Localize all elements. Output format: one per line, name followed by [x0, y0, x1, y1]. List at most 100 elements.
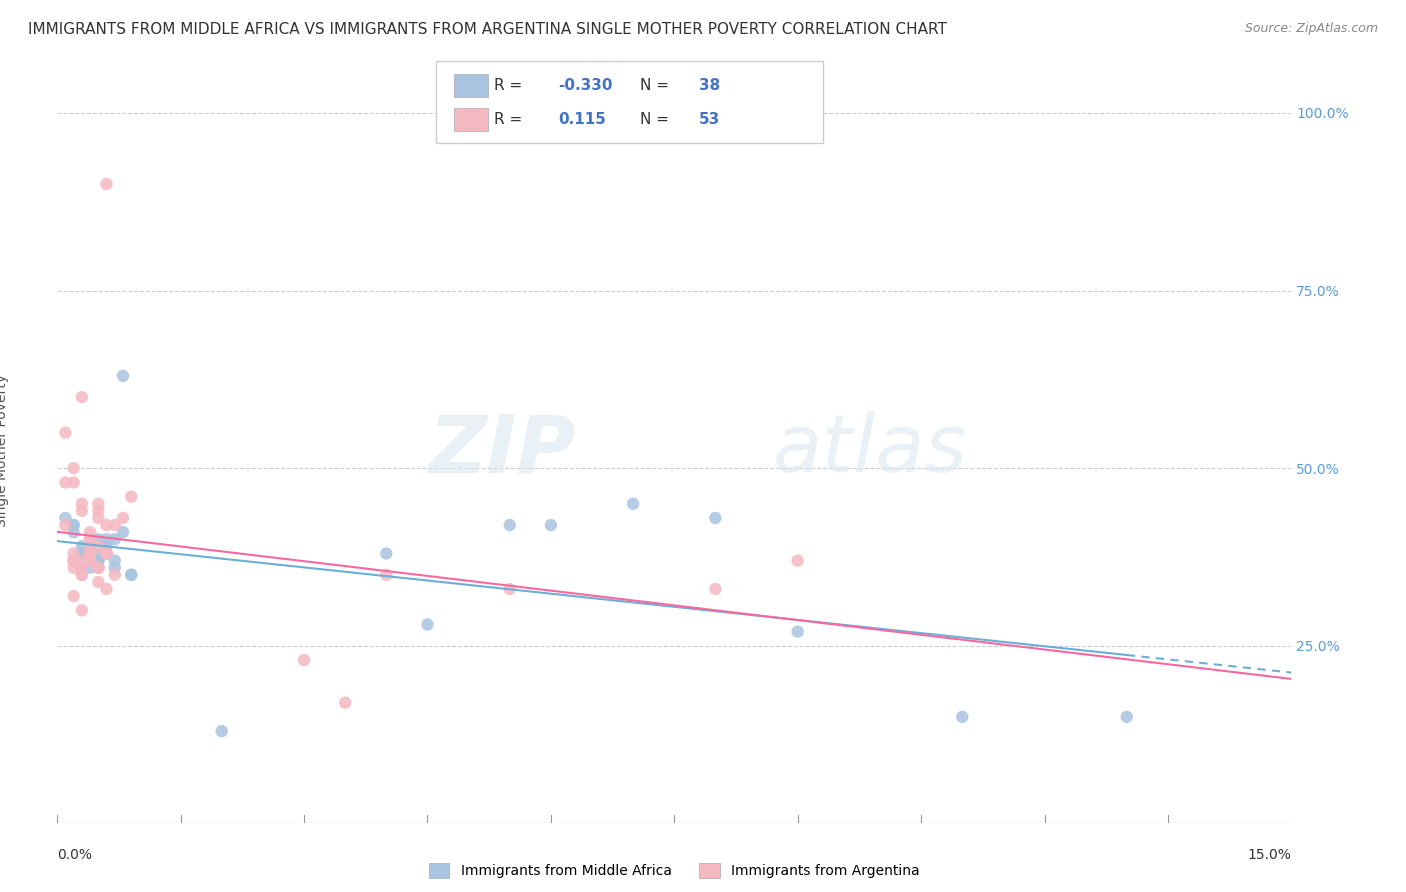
Point — [62, 525, 84, 540]
Point — [70, 504, 93, 518]
Point — [70, 560, 93, 574]
Text: Single Mother Poverty: Single Mother Poverty — [0, 374, 8, 527]
Point — [87, 560, 110, 574]
Point — [621, 497, 644, 511]
Point — [540, 518, 562, 533]
Point — [333, 696, 356, 710]
Point — [62, 589, 84, 603]
Point — [87, 560, 110, 574]
Point — [79, 546, 101, 560]
Point — [704, 582, 727, 596]
Point — [87, 540, 110, 554]
Point — [70, 603, 93, 617]
Text: 15.0%: 15.0% — [1247, 848, 1291, 863]
Point — [292, 653, 315, 667]
Point — [79, 546, 101, 560]
Point — [79, 525, 101, 540]
Point — [375, 546, 398, 560]
Point — [55, 475, 77, 490]
Point — [87, 533, 110, 547]
Point — [87, 553, 110, 567]
Point — [211, 724, 233, 739]
Point — [87, 553, 110, 567]
Text: IMMIGRANTS FROM MIDDLE AFRICA VS IMMIGRANTS FROM ARGENTINA SINGLE MOTHER POVERTY: IMMIGRANTS FROM MIDDLE AFRICA VS IMMIGRA… — [28, 22, 948, 37]
Point — [104, 567, 127, 582]
Point — [70, 497, 93, 511]
Text: R =: R = — [494, 112, 527, 127]
Point — [70, 540, 93, 554]
Point — [87, 560, 110, 574]
Point — [62, 553, 84, 567]
Text: ZIP: ZIP — [429, 411, 575, 490]
Point — [120, 490, 142, 504]
Point — [70, 546, 93, 560]
Text: 38: 38 — [699, 78, 720, 93]
Point — [96, 533, 118, 547]
Point — [87, 546, 110, 560]
Point — [79, 546, 101, 560]
Text: N =: N = — [640, 78, 673, 93]
Point — [87, 553, 110, 567]
Point — [111, 368, 134, 383]
Point — [96, 546, 118, 560]
Point — [950, 710, 973, 724]
Text: N =: N = — [640, 112, 673, 127]
Point — [96, 546, 118, 560]
Point — [79, 553, 101, 567]
Point — [70, 567, 93, 582]
Point — [96, 546, 118, 560]
Point — [104, 553, 127, 567]
Point — [104, 560, 127, 574]
Point — [79, 553, 101, 567]
Point — [499, 582, 522, 596]
Point — [70, 560, 93, 574]
Point — [79, 553, 101, 567]
Point — [55, 518, 77, 533]
Point — [786, 553, 808, 567]
Point — [70, 553, 93, 567]
Point — [416, 617, 439, 632]
Text: 53: 53 — [699, 112, 720, 127]
Legend: Immigrants from Middle Africa, Immigrants from Argentina: Immigrants from Middle Africa, Immigrant… — [423, 858, 925, 884]
Point — [96, 582, 118, 596]
Point — [704, 511, 727, 525]
Point — [87, 511, 110, 525]
Point — [375, 567, 398, 582]
Point — [104, 518, 127, 533]
Point — [499, 518, 522, 533]
Point — [79, 533, 101, 547]
Point — [62, 461, 84, 475]
Text: R =: R = — [494, 78, 527, 93]
Text: 0.0%: 0.0% — [58, 848, 93, 863]
Point — [120, 567, 142, 582]
Point — [70, 567, 93, 582]
Point — [111, 511, 134, 525]
Point — [62, 546, 84, 560]
Point — [62, 518, 84, 533]
Point — [87, 574, 110, 589]
Point — [87, 497, 110, 511]
Point — [104, 533, 127, 547]
Point — [96, 177, 118, 191]
Point — [62, 560, 84, 574]
Point — [70, 390, 93, 404]
Point — [786, 624, 808, 639]
Point — [79, 533, 101, 547]
Point — [96, 546, 118, 560]
Point — [62, 475, 84, 490]
Point — [62, 518, 84, 533]
Point — [70, 546, 93, 560]
Point — [1115, 710, 1137, 724]
Text: 0.115: 0.115 — [558, 112, 606, 127]
Point — [79, 540, 101, 554]
Point — [111, 525, 134, 540]
Point — [79, 553, 101, 567]
Point — [62, 553, 84, 567]
Point — [96, 518, 118, 533]
Point — [120, 567, 142, 582]
Text: -0.330: -0.330 — [558, 78, 613, 93]
Point — [79, 540, 101, 554]
Point — [79, 560, 101, 574]
Point — [62, 553, 84, 567]
Point — [79, 546, 101, 560]
